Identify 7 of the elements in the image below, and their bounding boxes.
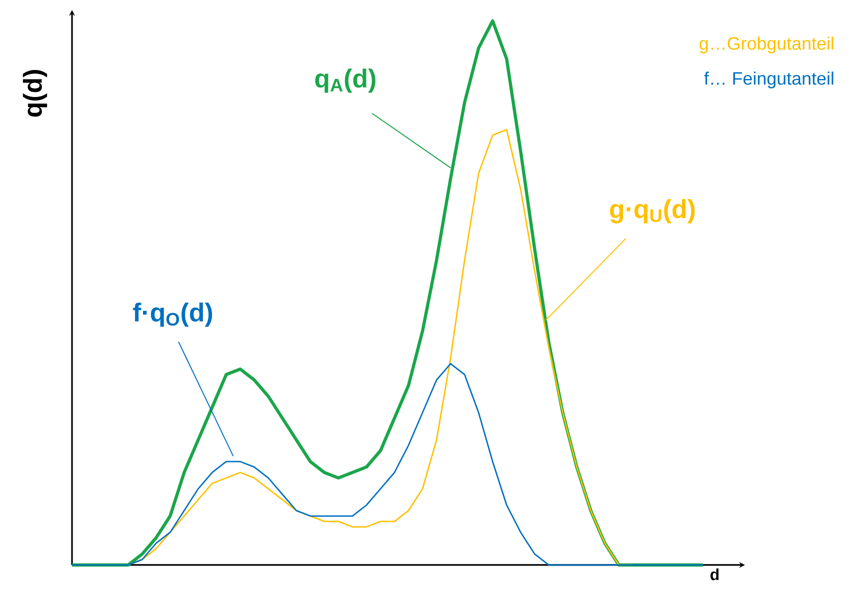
- annotation: g…Grobgutanteil: [700, 36, 834, 54]
- text: q$_{A}$(d): [315, 68, 376, 93]
- x-axis-title: d: [710, 568, 719, 580]
- text: g·q$_{U}$(d): [610, 199, 695, 224]
- text: f·q$_{O}$(d): [133, 302, 212, 327]
- annotation: f… Feingutanteil: [704, 72, 834, 88]
- y-axis-title: q(d): [22, 70, 48, 117]
